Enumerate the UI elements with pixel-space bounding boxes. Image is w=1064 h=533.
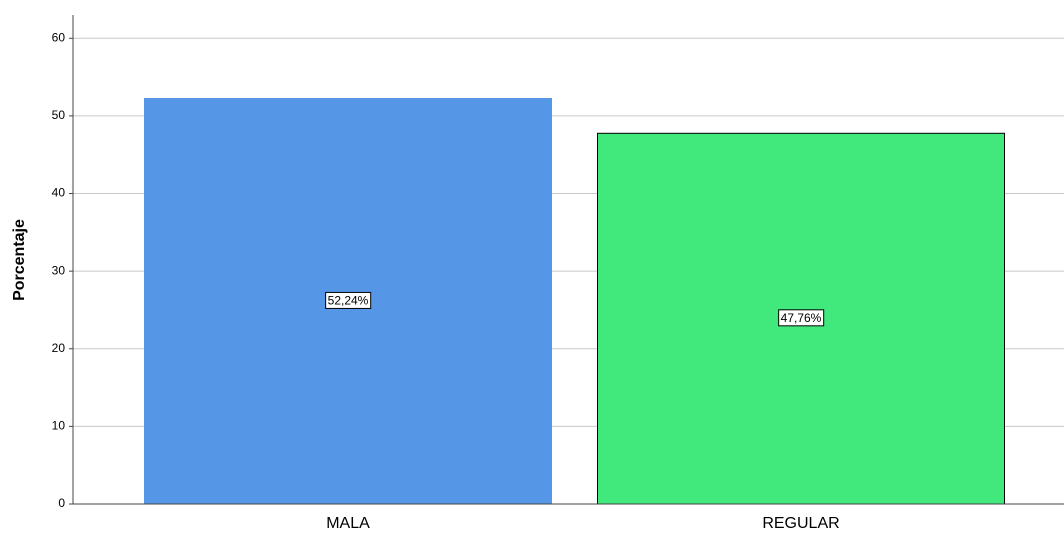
y-tick-label: 50 xyxy=(52,108,66,122)
y-tick-label: 10 xyxy=(52,419,66,433)
y-tick-label: 40 xyxy=(52,186,66,200)
y-tick-label: 0 xyxy=(58,496,65,510)
value-label-box xyxy=(325,291,372,309)
y-tick-label: 60 xyxy=(52,30,66,44)
value-label: 47,76% xyxy=(781,311,822,325)
x-tick-label: MALA xyxy=(326,515,370,532)
value-label: 52,24% xyxy=(328,293,369,307)
y-tick-label: 30 xyxy=(52,263,66,277)
y-axis-title: Porcentaje xyxy=(11,219,28,301)
x-tick-label: REGULAR xyxy=(762,515,839,532)
value-label-box xyxy=(778,309,825,327)
y-tick-label: 20 xyxy=(52,341,66,355)
